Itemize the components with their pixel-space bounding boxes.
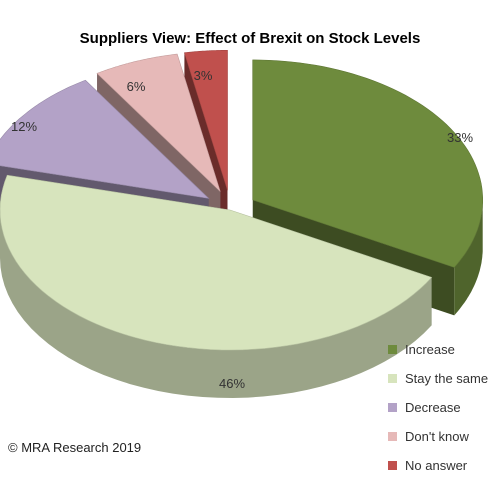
legend-item-no-answer: No answer — [388, 451, 488, 480]
legend-item-stay-the-same: Stay the same — [388, 364, 488, 393]
copyright-text: © MRA Research 2019 — [8, 440, 142, 455]
legend-label: No answer — [405, 458, 468, 473]
legend-item-decrease: Decrease — [388, 393, 488, 422]
legend-swatch — [388, 345, 397, 354]
pie-slice-stay-the-same — [0, 174, 433, 398]
data-label-don-t-know: 6% — [127, 79, 146, 94]
legend-swatch — [388, 461, 397, 470]
data-label-no-answer: 3% — [194, 68, 213, 83]
data-label-increase: 33% — [447, 130, 473, 145]
chart-title: Suppliers View: Effect of Brexit on Stoc… — [79, 30, 421, 47]
legend-swatch — [388, 374, 397, 383]
legend-swatch — [388, 403, 397, 412]
legend-item-don-t-know: Don't know — [388, 422, 488, 451]
legend-item-increase: Increase — [388, 335, 488, 364]
legend-label: Increase — [405, 342, 455, 357]
legend: Increase Stay the same Decrease Don't know N… — [388, 335, 488, 480]
legend-label: Stay the same — [405, 371, 489, 386]
legend-label: Don't know — [405, 429, 469, 444]
legend-label: Decrease — [405, 400, 461, 415]
data-label-stay-the-same: 46% — [219, 376, 245, 391]
data-label-decrease: 12% — [11, 119, 37, 134]
legend-swatch — [388, 432, 397, 441]
